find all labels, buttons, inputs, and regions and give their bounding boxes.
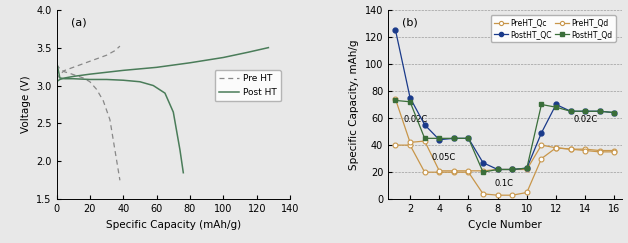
PreHT_Qd [392,98,399,101]
Legend: PreHT_Qc, PostHT_QC, PreHT_Qd, PostHT_Qd: PreHT_Qc, PostHT_QC, PreHT_Qd, PostHT_Qd [491,16,615,42]
PostHT_Qd [479,171,487,174]
PreHT_Qd [552,146,560,149]
PreHT_Qc [406,144,414,147]
Y-axis label: Voltage (V): Voltage (V) [21,76,31,133]
PreHT_Qd [582,149,589,152]
PostHT_QC [421,123,428,126]
PreHT_Qd [479,169,487,172]
PreHT_Qd [567,148,575,151]
Legend: Pre HT, Post HT: Pre HT, Post HT [215,70,281,101]
PostHT_Qd [435,137,443,140]
PostHT_Qd [567,110,575,113]
Text: 0.1C: 0.1C [495,179,514,188]
PreHT_Qd [450,169,458,172]
PreHT_Qc [552,146,560,149]
PostHT_Qd [596,110,604,113]
PreHT_Qd [596,150,604,153]
Y-axis label: Specific Capacity, mAh/g: Specific Capacity, mAh/g [349,39,359,170]
PostHT_Qd [450,137,458,140]
PreHT_Qc [421,171,428,174]
PostHT_Qd [582,110,589,113]
PostHT_Qd [610,111,618,114]
PostHT_QC [596,110,604,113]
X-axis label: Specific Capacity (mAh/g): Specific Capacity (mAh/g) [106,220,241,230]
PreHT_Qc [538,157,545,160]
Text: 0.02C: 0.02C [404,115,428,124]
Line: PreHT_Qc: PreHT_Qc [393,143,617,198]
PreHT_Qd [610,150,618,153]
PostHT_Qd [406,100,414,103]
PostHT_Qd [538,103,545,106]
PreHT_Qc [523,191,531,194]
PreHT_Qc [392,144,399,147]
Text: 0.05C: 0.05C [432,153,456,162]
PostHT_Qd [421,137,428,140]
PostHT_QC [435,138,443,141]
PreHT_Qc [479,192,487,195]
Text: 0.02C: 0.02C [573,115,598,124]
PostHT_Qd [509,168,516,171]
PreHT_Qd [435,169,443,172]
PreHT_Qd [523,168,531,171]
PreHT_Qc [494,194,501,197]
Line: PostHT_Qd: PostHT_Qd [393,98,617,175]
X-axis label: Cycle Number: Cycle Number [468,220,542,230]
PostHT_QC [465,137,472,140]
PostHT_QC [392,29,399,32]
PreHT_Qc [610,149,618,152]
PreHT_Qd [538,144,545,147]
PostHT_Qd [552,106,560,109]
PostHT_QC [582,110,589,113]
PreHT_Qc [582,148,589,151]
PreHT_Qc [465,171,472,174]
PreHT_Qd [421,139,428,142]
PreHT_Qd [465,169,472,172]
PostHT_QC [450,137,458,140]
PreHT_Qd [406,141,414,144]
PostHT_Qd [523,167,531,170]
PostHT_Qd [392,99,399,102]
PostHT_QC [406,96,414,99]
Text: (b): (b) [402,17,418,27]
PostHT_QC [538,131,545,134]
PostHT_Qd [494,168,501,171]
Text: (a): (a) [70,17,86,27]
PreHT_Qc [509,194,516,197]
PreHT_Qd [494,168,501,171]
PostHT_QC [523,167,531,170]
PreHT_Qc [435,171,443,174]
PreHT_Qc [567,148,575,151]
PostHT_QC [610,111,618,114]
PreHT_Qc [596,149,604,152]
Line: PreHT_Qd: PreHT_Qd [393,97,617,173]
PreHT_Qc [450,171,458,174]
PostHT_QC [567,110,575,113]
PostHT_Qd [465,137,472,140]
PreHT_Qd [509,168,516,171]
PostHT_QC [494,168,501,171]
Line: PostHT_QC: PostHT_QC [393,28,617,172]
PostHT_QC [479,161,487,164]
PostHT_QC [509,168,516,171]
PostHT_QC [552,103,560,106]
